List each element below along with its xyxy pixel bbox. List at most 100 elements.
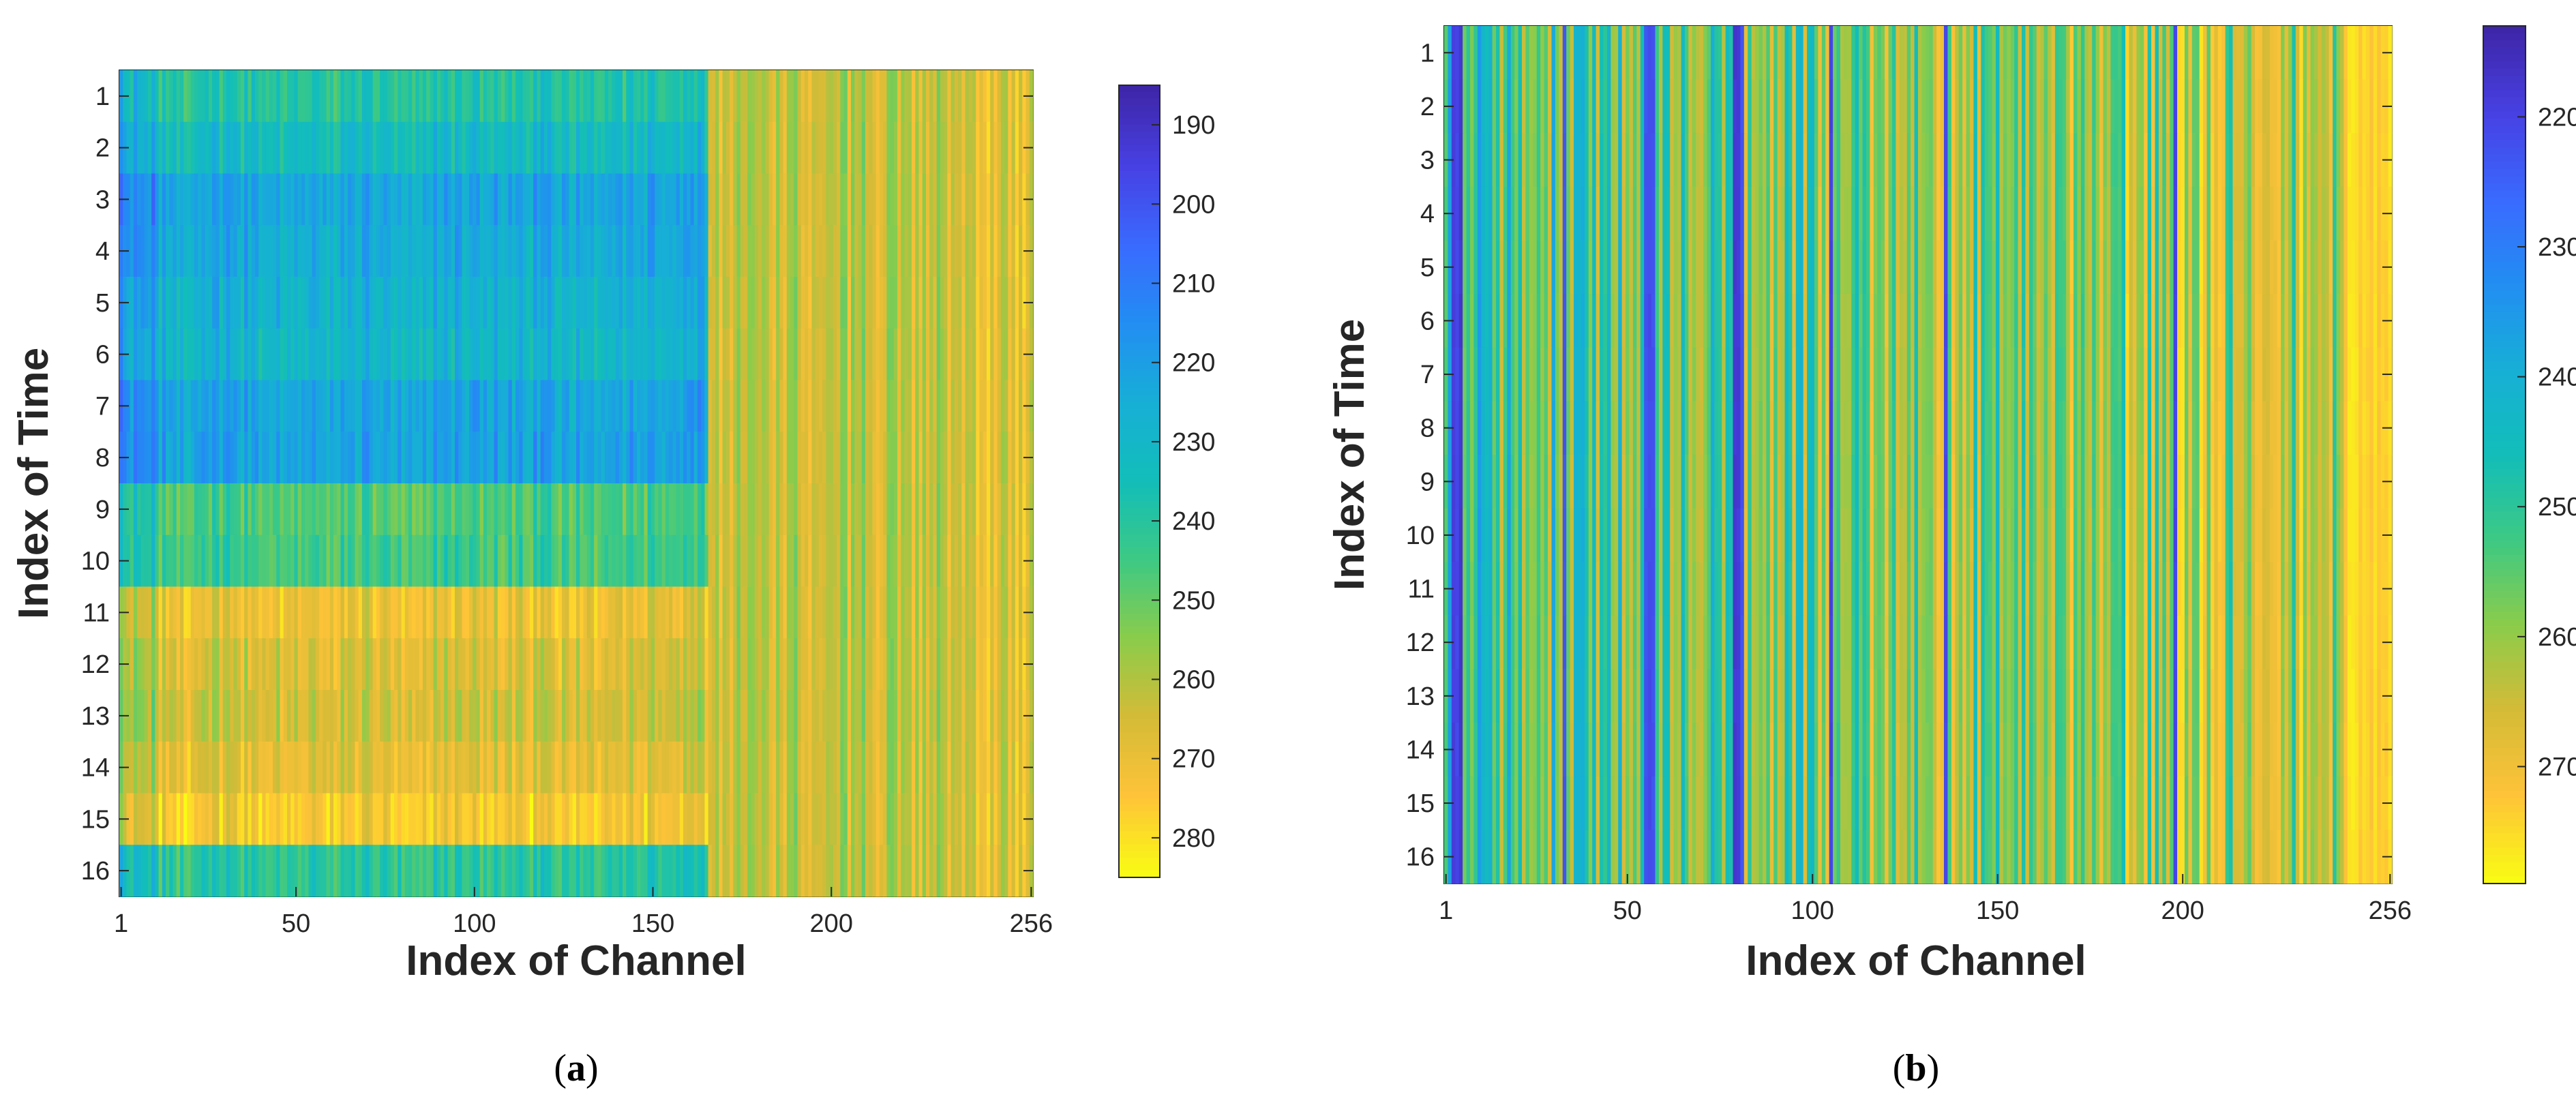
heatmap-cell (230, 845, 235, 897)
heatmap-cell (348, 432, 352, 484)
heatmap-cell (618, 845, 623, 897)
heatmap-cell (140, 534, 145, 588)
heatmap-cell (976, 70, 980, 123)
heatmap-cell (1918, 26, 1923, 80)
heatmap-cell (1821, 26, 1826, 80)
heatmap-cell (479, 432, 484, 484)
heatmap-cell (772, 432, 777, 484)
heatmap-cell (747, 741, 752, 794)
heatmap-cell (179, 586, 184, 639)
colorbar-segment (1119, 237, 1160, 245)
heatmap-cell (265, 432, 270, 484)
heatmap-cell (912, 845, 916, 897)
heatmap-cell (2262, 79, 2266, 134)
heatmap-cell (697, 70, 702, 123)
heatmap-cell (772, 277, 777, 329)
heatmap-cell (865, 638, 869, 691)
heatmap-cell (612, 638, 616, 691)
heatmap-cell (722, 793, 727, 845)
heatmap-cell (765, 328, 770, 381)
heatmap-cell (886, 793, 891, 845)
heatmap-cell (847, 690, 852, 742)
heatmap-cell (879, 690, 884, 742)
colorbar-segment (1119, 468, 1160, 476)
heatmap-cell (404, 534, 409, 588)
heatmap-cell (915, 793, 920, 845)
heatmap-cell (1688, 26, 1693, 80)
heatmap-cell (565, 277, 570, 329)
heatmap-cell (929, 793, 934, 845)
heatmap-cell (408, 173, 413, 226)
heatmap-cell (1881, 79, 1885, 134)
heatmap-cell (308, 173, 313, 226)
heatmap-cell (376, 586, 380, 639)
heatmap-cell (922, 483, 927, 536)
heatmap-cell (623, 173, 627, 226)
heatmap-cell (865, 534, 869, 588)
heatmap-cell (950, 534, 955, 588)
heatmap-cell (869, 277, 873, 329)
heatmap-cell (925, 328, 930, 381)
heatmap-cell (586, 328, 591, 381)
heatmap-cell (511, 432, 516, 484)
heatmap-cell (401, 328, 406, 381)
heatmap-cell (1592, 133, 1597, 187)
heatmap-cell (601, 793, 605, 845)
heatmap-cell (237, 380, 241, 432)
heatmap-cell (990, 173, 995, 226)
heatmap-cell (137, 586, 141, 639)
heatmap-cell (1004, 173, 1008, 226)
heatmap-cell (693, 638, 698, 691)
heatmap-cell (779, 483, 784, 536)
heatmap-cell (601, 380, 605, 432)
heatmap-cell (144, 380, 149, 432)
heatmap-cell (655, 225, 659, 277)
heatmap-cell (829, 638, 834, 691)
heatmap-cell (669, 225, 673, 277)
heatmap-cell (505, 741, 509, 794)
heatmap-cell (672, 741, 677, 794)
heatmap-cell (447, 70, 452, 123)
heatmap-cell (658, 638, 663, 691)
heatmap-cell (740, 173, 745, 226)
heatmap-cell (922, 741, 927, 794)
heatmap-cell (890, 638, 895, 691)
heatmap-cell (329, 534, 334, 588)
heatmap-cell (315, 380, 320, 432)
heatmap-cell (879, 483, 884, 536)
heatmap-cell (765, 534, 770, 588)
heatmap-cell (315, 483, 320, 536)
heatmap-cell (1859, 26, 1863, 80)
heatmap-cell (1699, 26, 1704, 80)
heatmap-cell (468, 586, 473, 639)
heatmap-cell (522, 638, 527, 691)
heatmap-cell (762, 845, 766, 897)
heatmap-cell (929, 328, 934, 381)
heatmap-cell (1748, 79, 1752, 134)
colorbar-segment (1119, 871, 1160, 878)
heatmap-cell (240, 741, 245, 794)
heatmap-cell (626, 793, 631, 845)
heatmap-cell (1533, 133, 1538, 187)
colorbar-segment (1119, 270, 1160, 277)
heatmap-cell (715, 586, 719, 639)
heatmap-cell (2106, 79, 2111, 134)
heatmap-cell (501, 690, 505, 742)
heatmap-cell (847, 225, 852, 277)
heatmap-cell (861, 741, 866, 794)
heatmap-cell (501, 121, 505, 175)
heatmap-cell (786, 70, 791, 123)
heatmap-cell (329, 845, 334, 897)
heatmap-cell (650, 534, 655, 588)
heatmap-cell (479, 380, 484, 432)
heatmap-cell (1940, 133, 1945, 187)
heatmap-cell (847, 432, 852, 484)
heatmap-cell (2048, 133, 2052, 187)
heatmap-cell (133, 586, 138, 639)
heatmap-cell (1488, 26, 1493, 80)
heatmap-cell (762, 793, 766, 845)
heatmap-cell (697, 380, 702, 432)
heatmap-cell (904, 121, 909, 175)
heatmap-cell (508, 277, 513, 329)
heatmap-cell (526, 534, 530, 588)
